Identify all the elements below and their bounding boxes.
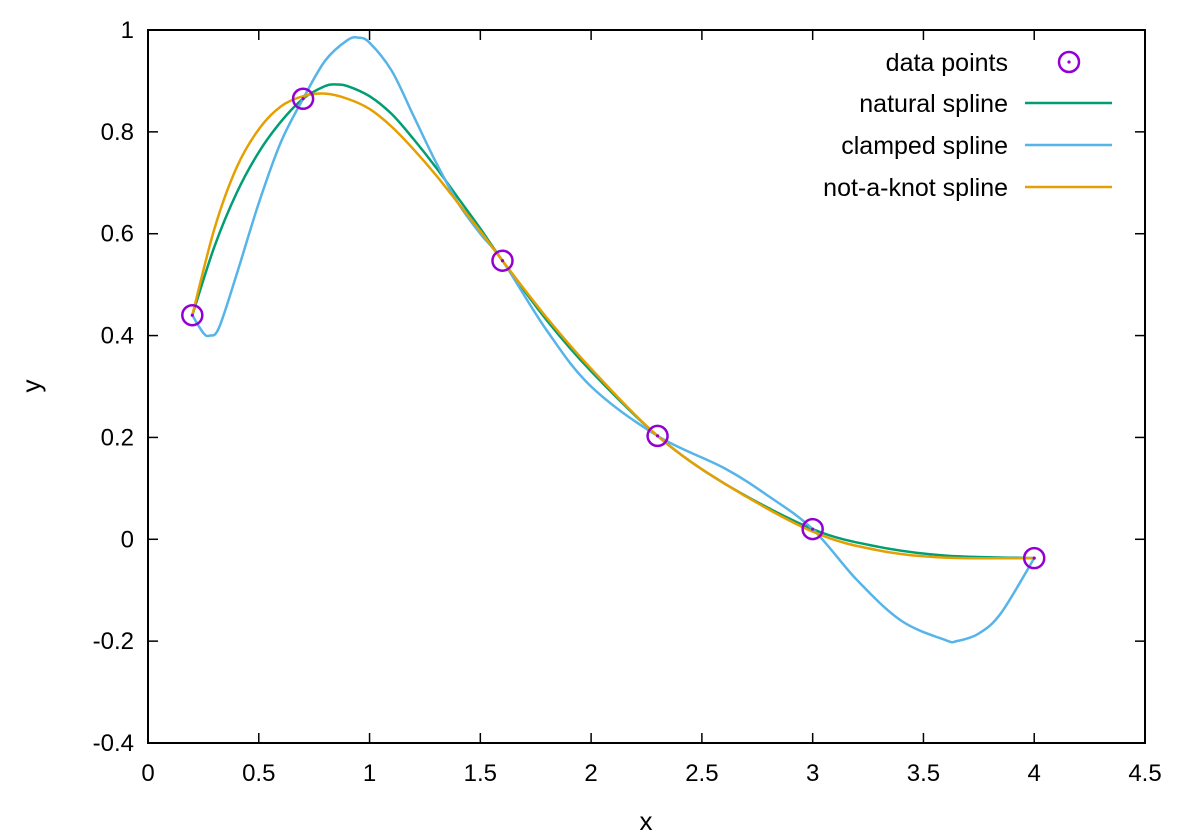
legend-label-data-points: data points: [886, 49, 1008, 77]
y-tick-label: -0.4: [93, 730, 134, 757]
y-axis-label: y: [16, 380, 46, 393]
data-point: [291, 87, 315, 111]
data-point: [491, 249, 514, 272]
data-point-center: [190, 313, 194, 317]
x-tick-label: 3: [806, 760, 819, 787]
y-tick-label: -0.2: [93, 628, 134, 655]
ticks-layer: 0 0.5 1 1.5 2 2.5 3 3.5 4 4.5 -0.4 -0.2 0 0.2 0.4 0.6 0.…: [93, 17, 1162, 787]
x-tick-label: 2: [584, 760, 597, 787]
legend-marker-data-points: [1057, 50, 1081, 74]
x-tick-label: 4.5: [1128, 760, 1161, 787]
data-point: [181, 303, 204, 327]
legend-label-natural-spline: natural spline: [859, 90, 1008, 118]
y-tick-label: 0.6: [101, 221, 134, 248]
data-point: [646, 424, 669, 448]
x-tick-label: 0: [141, 760, 154, 787]
legend: data points natural spline clamped splin…: [823, 49, 1112, 202]
y-tick-label: 0.4: [101, 323, 134, 350]
x-tick-label: 1: [363, 760, 376, 787]
x-tick-label: 3.5: [907, 760, 940, 787]
x-tick-label: 0.5: [242, 760, 275, 787]
data-point-center: [655, 434, 660, 438]
data-point: [801, 517, 824, 541]
y-tick-label: 0.8: [101, 119, 134, 146]
series-line-not-a-knot-spline: [191, 92, 1036, 560]
y-tick-label: 0.2: [101, 424, 134, 451]
legend-marker-data-points-dot: [1067, 60, 1071, 64]
data-point: [1022, 546, 1046, 570]
x-tick-label: 4: [1028, 760, 1041, 787]
series-layer: [191, 36, 1036, 644]
y-tick-label: 1: [121, 17, 134, 44]
legend-label-clamped-spline: clamped spline: [841, 132, 1008, 160]
x-tick-label: 1.5: [464, 760, 497, 787]
y-tick-label: 0: [121, 526, 134, 553]
plot-frame: [147, 29, 1146, 744]
data-point-center: [500, 259, 505, 263]
x-tick-label: 2.5: [685, 760, 718, 787]
legend-label-not-a-knot-spline: not-a-knot spline: [823, 174, 1008, 202]
x-axis-label: x: [640, 806, 653, 836]
data-points-layer: [181, 87, 1046, 570]
data-point-center: [811, 527, 815, 531]
data-point-center: [1032, 556, 1036, 560]
data-point-center: [301, 97, 305, 101]
